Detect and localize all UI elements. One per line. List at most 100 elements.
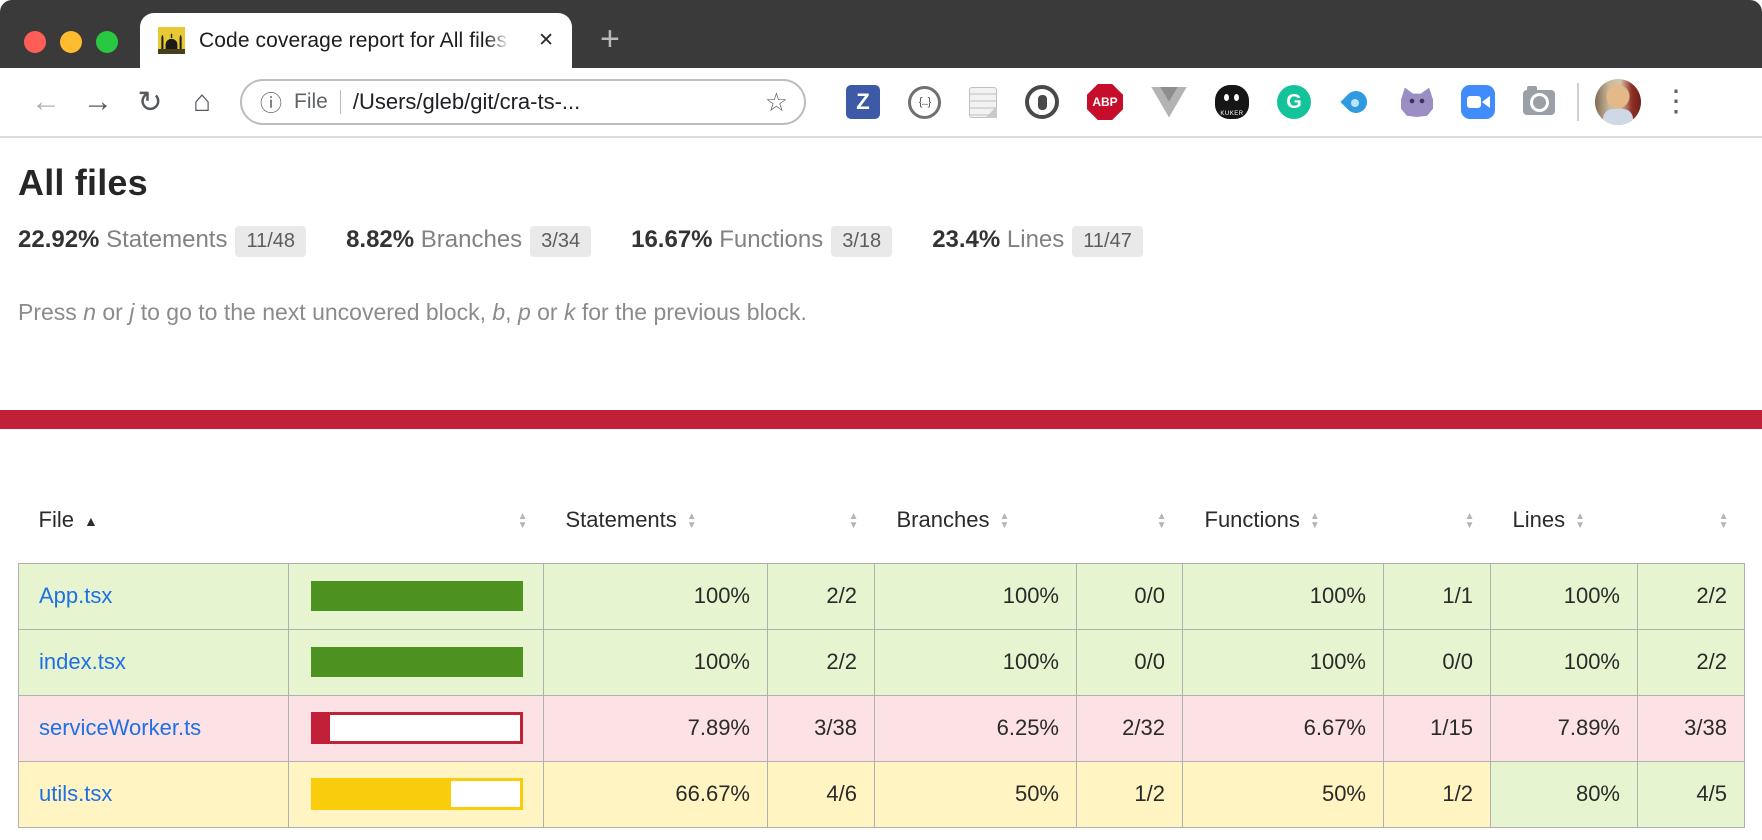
coverage-bar: [311, 712, 523, 744]
coverage-bar-cell: [288, 562, 544, 630]
column-header-statements-raw[interactable]: [768, 429, 875, 563]
column-header-file[interactable]: File ▲: [19, 429, 289, 563]
metric-fraction-cell: 1/2: [1383, 760, 1491, 828]
url-text: /Users/gleb/git/cra-ts-...: [352, 89, 581, 114]
file-link[interactable]: utils.tsx: [39, 781, 113, 806]
sorter-icon: [849, 512, 859, 530]
metric-fraction-cell: 2/2: [767, 628, 875, 696]
coverage-bar: [311, 581, 523, 611]
tab-close-icon[interactable]: ✕: [538, 30, 554, 51]
column-header-label: Functions: [1204, 506, 1300, 532]
metric-fraction-badge: 3/18: [831, 226, 893, 257]
metric-label: Functions: [719, 226, 824, 253]
metric-pct-cell: 100%: [874, 628, 1077, 696]
forward-icon[interactable]: →: [83, 85, 113, 118]
metric-branches: 8.82% Branches 3/34: [346, 226, 592, 257]
minimize-window-button[interactable]: [60, 31, 82, 53]
window-controls: [24, 31, 118, 53]
new-tab-button[interactable]: +: [600, 20, 620, 58]
metric-fraction-cell: 2/32: [1076, 694, 1183, 762]
metric-fraction-badge: 3/34: [530, 226, 592, 257]
coverage-report-page: All files 22.92% Statements 11/48 8.82% Br…: [0, 162, 1762, 828]
address-bar[interactable]: ⓘ File /Users/gleb/git/cra-ts-... ☆: [240, 79, 806, 125]
home-icon[interactable]: ⌂: [192, 85, 212, 118]
metric-pct-cell: 50%: [874, 760, 1077, 828]
coverage-bar-fill: [314, 715, 331, 741]
coverage-metrics: 22.92% Statements 11/48 8.82% Branches 3/34…: [18, 226, 1762, 257]
metric-pct-cell: 100%: [543, 628, 768, 696]
metric-percentage: 8.82%: [346, 226, 421, 253]
file-link[interactable]: serviceWorker.ts: [39, 715, 202, 740]
vue-devtools-extension-icon[interactable]: [1151, 86, 1187, 118]
metric-fraction-cell: 3/38: [767, 694, 875, 762]
kuker-extension-icon[interactable]: KUKER: [1215, 85, 1249, 119]
column-header-lines-raw[interactable]: [1638, 429, 1745, 563]
metric-fraction-cell: 1/15: [1383, 694, 1491, 762]
json-viewer-extension-icon[interactable]: {...}: [908, 85, 941, 119]
metric-fraction-cell: 0/0: [1076, 628, 1183, 696]
metric-pct-cell: 6.25%: [874, 694, 1077, 762]
metric-pct-cell: 7.89%: [1490, 694, 1638, 762]
file-cell: serviceWorker.ts: [18, 694, 289, 762]
close-window-button[interactable]: [24, 31, 46, 53]
column-header-statements[interactable]: Statements: [544, 429, 768, 563]
zoom-meeting-extension-icon[interactable]: [1461, 85, 1495, 119]
bookmark-star-icon[interactable]: ☆: [764, 86, 788, 117]
metric-percentage: 22.92%: [18, 226, 107, 253]
coverage-bar-fill: [311, 581, 523, 611]
screenshot-camera-extension-icon[interactable]: [1523, 85, 1555, 115]
profile-avatar[interactable]: [1595, 79, 1641, 125]
onepassword-extension-icon[interactable]: [1025, 85, 1059, 119]
sorter-icon: [1310, 512, 1320, 530]
metric-pct-cell: 100%: [543, 562, 768, 630]
column-header-label: Branches: [896, 506, 990, 532]
coverage-table-body: App.tsx 100% 2/2 100% 0/0 100% 1/1 100% 2/2 index…: [18, 562, 1745, 828]
metric-fraction-cell: 1/2: [1076, 760, 1183, 828]
adblock-plus-extension-icon[interactable]: ABP: [1087, 84, 1123, 120]
toolbar-divider: [1577, 83, 1579, 121]
octocat-extension-icon[interactable]: [1401, 87, 1433, 117]
tampermonkey-scroll-extension-icon[interactable]: [969, 86, 997, 118]
metric-label: Branches: [420, 226, 523, 253]
metric-fraction-cell: 0/0: [1076, 562, 1183, 630]
metric-pct-cell: 50%: [1182, 760, 1384, 828]
istanbul-favicon-icon: [158, 27, 185, 54]
metric-pct-cell: 66.67%: [543, 760, 768, 828]
column-header-bar[interactable]: [289, 429, 544, 563]
browser-menu-icon[interactable]: ⋮: [1661, 85, 1691, 118]
page-info-icon[interactable]: ⓘ: [260, 91, 283, 116]
browser-tab[interactable]: Code coverage report for All files ✕: [140, 13, 572, 68]
column-header-lines[interactable]: Lines: [1491, 429, 1638, 563]
column-header-functions-raw[interactable]: [1384, 429, 1491, 563]
column-header-branches[interactable]: Branches: [875, 429, 1077, 563]
metric-pct-cell: 100%: [1490, 562, 1638, 630]
grammarly-extension-icon[interactable]: G: [1277, 85, 1311, 119]
sorter-icon: [1157, 512, 1167, 530]
metric-fraction-cell: 2/2: [1637, 562, 1745, 630]
file-cell: utils.tsx: [18, 760, 289, 828]
sorter-icon: [999, 512, 1009, 530]
keyboard-hint: Press n or j to go to the next uncovered…: [18, 299, 807, 325]
metric-percentage: 23.4%: [932, 226, 1007, 253]
fullscreen-window-button[interactable]: [96, 31, 118, 53]
column-header-branches-raw[interactable]: [1077, 429, 1183, 563]
table-row: index.tsx 100% 2/2 100% 0/0 100% 0/0 100% 2/2: [18, 628, 1745, 696]
metric-lines: 23.4% Lines 11/47: [932, 226, 1143, 257]
sort-ascending-icon: ▲: [83, 512, 98, 529]
table-row: utils.tsx 66.67% 4/6 50% 1/2 50% 1/2 80% 4/5: [18, 760, 1745, 828]
file-link[interactable]: index.tsx: [39, 649, 126, 674]
blue-flame-extension-icon[interactable]: [1339, 85, 1373, 119]
reload-icon[interactable]: ↻: [137, 85, 163, 119]
metric-fraction-cell: 4/6: [767, 760, 875, 828]
metric-percentage: 16.67%: [631, 226, 720, 253]
browser-toolbar: ← → ↻ ⌂ ⓘ File /Users/gleb/git/cra-ts-..…: [0, 68, 1762, 138]
column-header-functions[interactable]: Functions: [1183, 429, 1384, 563]
file-link[interactable]: App.tsx: [39, 583, 113, 608]
coverage-bar-cell: [288, 628, 544, 696]
metric-pct-cell: 100%: [1182, 628, 1384, 696]
back-icon[interactable]: ←: [31, 85, 61, 118]
column-header-label: File: [38, 506, 74, 532]
tab-title-fade: [486, 13, 520, 68]
zotero-extension-icon[interactable]: Z: [846, 85, 880, 119]
